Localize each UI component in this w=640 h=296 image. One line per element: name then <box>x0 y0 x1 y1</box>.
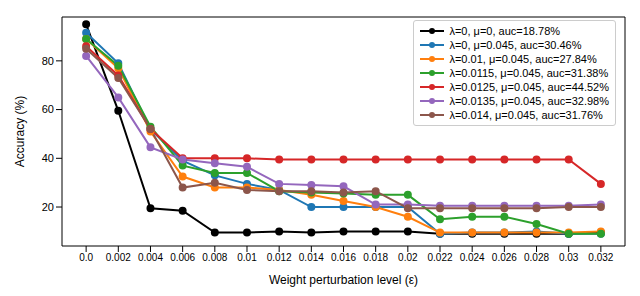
svg-text:0.014: 0.014 <box>299 252 324 263</box>
svg-text:0.006: 0.006 <box>170 252 195 263</box>
svg-text:0.016: 0.016 <box>331 252 356 263</box>
svg-text:0.032: 0.032 <box>588 252 613 263</box>
html-text:λ=0.0135, μ=0.045, auc=32.98%: λ=0.0135, μ=0.045, auc=32.98% <box>449 95 609 107</box>
svg-text:0.012: 0.012 <box>267 252 292 263</box>
html-text:λ=0.0115, μ=0.045, auc=31.38%: λ=0.0115, μ=0.045, auc=31.38% <box>449 67 609 79</box>
html-text:λ=0, μ=0.045, auc=30.46%: λ=0, μ=0.045, auc=30.46% <box>449 39 582 51</box>
svg-text:0.026: 0.026 <box>492 252 517 263</box>
svg-text:Weight perturbation level (ε): Weight perturbation level (ε) <box>269 273 418 287</box>
svg-text:0.008: 0.008 <box>202 252 227 263</box>
svg-text:80: 80 <box>42 55 54 67</box>
svg-text:0.01: 0.01 <box>237 252 257 263</box>
svg-text:0.022: 0.022 <box>427 252 452 263</box>
svg-text:60: 60 <box>42 103 54 115</box>
svg-text:0.002: 0.002 <box>106 252 131 263</box>
html-text:λ=0.014, μ=0.045, auc=31.76%: λ=0.014, μ=0.045, auc=31.76% <box>449 109 603 121</box>
svg-text:0.004: 0.004 <box>138 252 163 263</box>
svg-text:0.0: 0.0 <box>79 252 93 263</box>
svg-text:0.02: 0.02 <box>398 252 418 263</box>
html-text:λ=0, μ=0, auc=18.78%: λ=0, μ=0, auc=18.78% <box>449 25 561 37</box>
svg-text:0.03: 0.03 <box>559 252 579 263</box>
svg-text:40: 40 <box>42 152 54 164</box>
svg-text:0.024: 0.024 <box>460 252 485 263</box>
html-text:λ=0.01, μ=0.045, auc=27.84%: λ=0.01, μ=0.045, auc=27.84% <box>449 53 597 65</box>
svg-text:Accuracy (%): Accuracy (%) <box>13 96 27 167</box>
svg-text:20: 20 <box>42 201 54 213</box>
svg-text:0.028: 0.028 <box>524 252 549 263</box>
svg-text:0.018: 0.018 <box>363 252 388 263</box>
html-text:λ=0.0125, μ=0.045, auc=44.52%: λ=0.0125, μ=0.045, auc=44.52% <box>449 81 609 93</box>
